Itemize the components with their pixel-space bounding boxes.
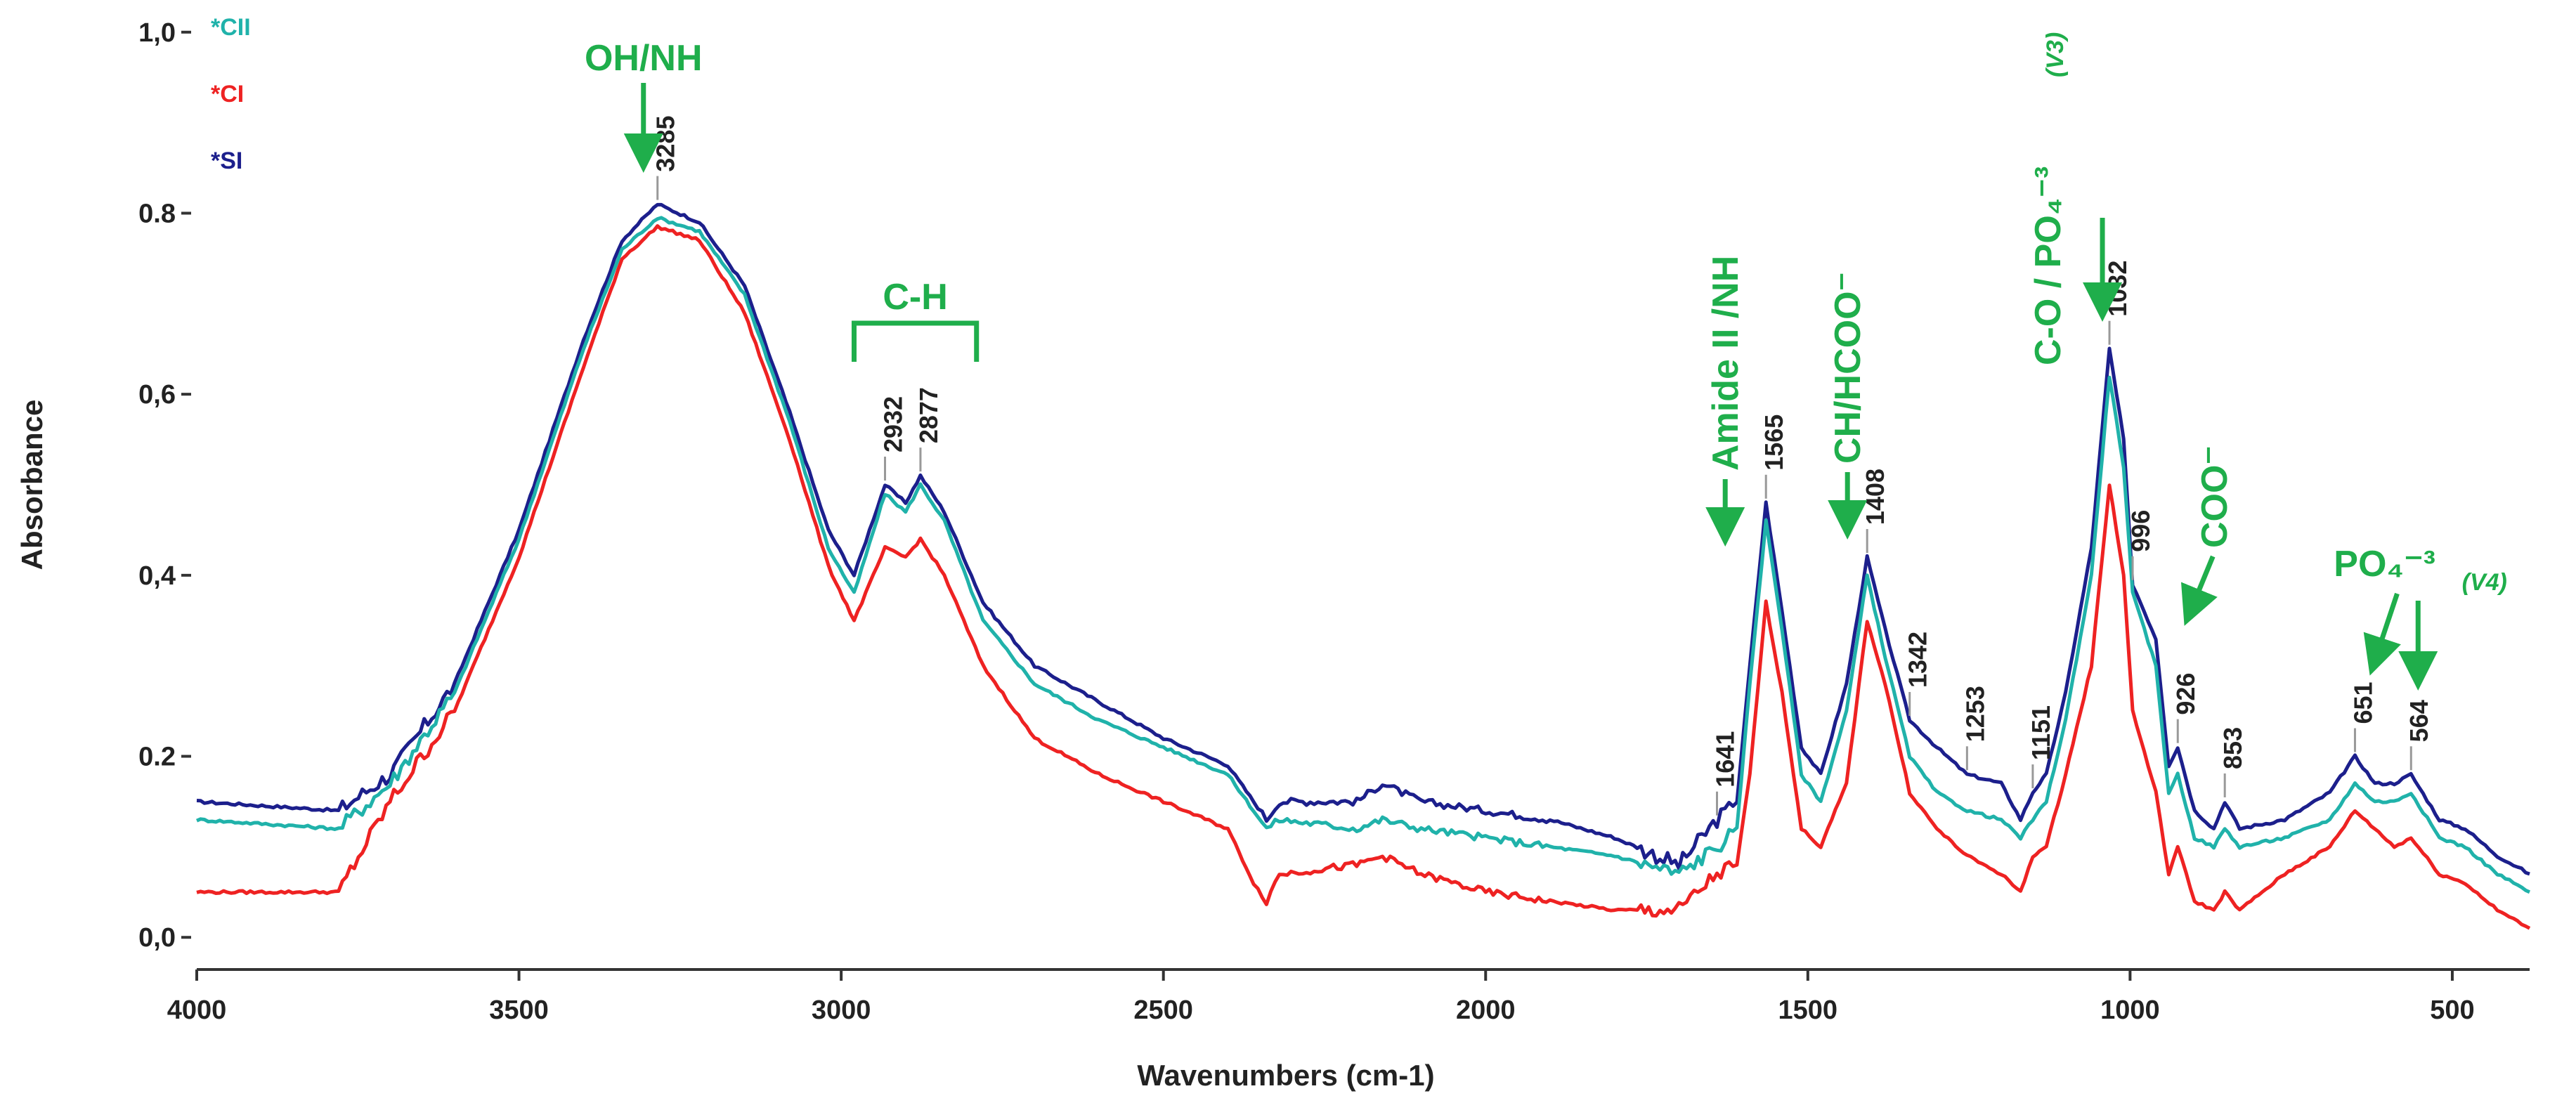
annotation-v4: (V4) [2462, 569, 2507, 596]
annotation-v3: (V3) [2042, 32, 2069, 77]
x-tick-label: 500 [2430, 995, 2474, 1025]
c-h-bracket [851, 320, 980, 362]
annotation-po4: PO₄⁻³ [2334, 544, 2435, 585]
x-tick-label: 2500 [1133, 995, 1193, 1025]
legend-item: *CI [211, 81, 244, 107]
y-tick-label: 0.2 [138, 743, 176, 772]
series-line-si [196, 202, 2530, 876]
peak-label-996: 996 [2126, 510, 2155, 552]
y-tick-label: 0,4 [138, 561, 176, 591]
peak-labels: 3285 2932 2877 1641 1565 1408 1342 1253 1151 1032… [651, 115, 2433, 816]
y-tick-label: 0,0 [138, 923, 176, 953]
y-tick-label: 0,6 [138, 380, 176, 410]
y-tick-label: 1,0 [138, 18, 176, 48]
peak-label-651: 651 [2348, 681, 2377, 724]
x-tick-label: 3500 [489, 995, 549, 1025]
peak-label-1641: 1641 [1711, 731, 1740, 788]
series-layer [196, 202, 2531, 930]
peak-label-1408: 1408 [1861, 469, 1889, 525]
legend-item: *CII [211, 14, 251, 41]
annotation-co-po4: C-O / PO₄⁻³ [2028, 166, 2069, 365]
y-axis-title: Absorbance [15, 400, 48, 570]
axes: 4000 3500 3000 2500 2000 1500 1000 500 0,0 0.2 0,4… [138, 18, 2530, 1025]
peak-label-1151: 1151 [2027, 705, 2055, 760]
peak-label-1342: 1342 [1904, 632, 1932, 688]
x-tick-label: 2000 [1456, 995, 1516, 1025]
series-line-ci [196, 224, 2531, 930]
annotation-coo: COO⁻ [2194, 445, 2235, 548]
annotations: OH/NH C-H Amide II /NH CH/HCOO⁻ C-O / PO₄⁻³ (… [585, 32, 2507, 691]
peak-label-2932: 2932 [878, 396, 907, 452]
annotation-c-h: C-H [883, 277, 947, 318]
peak-label-1253: 1253 [1960, 686, 1989, 742]
annotation-amide: Amide II /NH [1705, 256, 1746, 471]
x-tick-label: 4000 [167, 995, 227, 1025]
peak-label-564: 564 [2405, 700, 2433, 742]
peak-label-926: 926 [2171, 673, 2200, 715]
legend: *CII *CI *SI [211, 14, 251, 174]
x-tick-label: 3000 [812, 995, 871, 1025]
peak-label-2877: 2877 [914, 387, 943, 443]
y-tick-label: 0.8 [138, 199, 176, 228]
annotation-arrow [2180, 555, 2218, 626]
annotation-ch-hcoo: CH/HCOO⁻ [1828, 272, 1868, 464]
legend-item: *SI [211, 148, 242, 174]
x-tick-label: 1500 [1778, 995, 1838, 1025]
peak-label-1032: 1032 [2103, 261, 2132, 317]
x-tick-label: 1000 [2100, 995, 2160, 1025]
x-axis-title: Wavenumbers (cm-1) [1137, 1059, 1434, 1092]
peak-label-3285: 3285 [651, 115, 680, 171]
annotation-arrow [2363, 592, 2401, 676]
series-line-cii [196, 216, 2531, 894]
annotation-oh-nh: OH/NH [585, 38, 703, 79]
peak-label-1565: 1565 [1759, 414, 1788, 471]
peak-label-853: 853 [2218, 727, 2247, 769]
